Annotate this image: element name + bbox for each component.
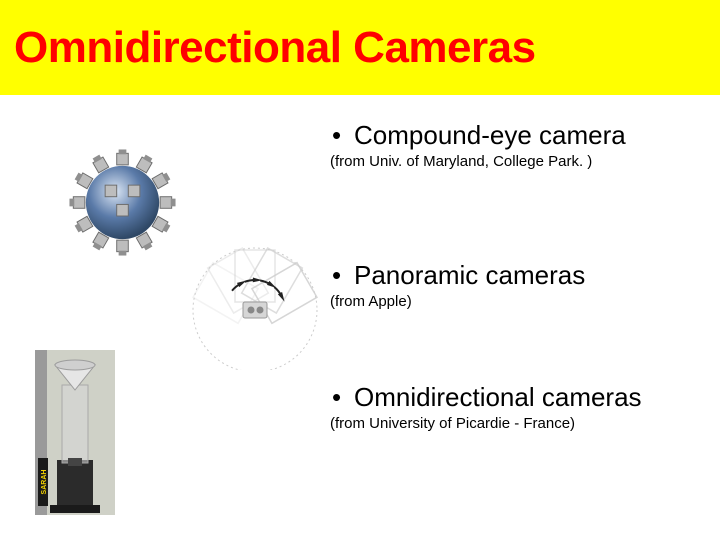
- bullet-dot-icon: •: [330, 120, 354, 151]
- bullet-label: Omnidirectional cameras: [354, 382, 642, 413]
- compound-eye-sphere-icon: [55, 135, 190, 270]
- bullet-attribution: (from University of Picardie - France): [330, 415, 642, 432]
- bullet-label: Compound-eye camera: [354, 120, 626, 151]
- bullet-panoramic: • Panoramic cameras (from Apple): [330, 260, 585, 310]
- panoramic-sweep-icon: [175, 220, 335, 370]
- bullet-attribution: (from Apple): [330, 293, 585, 310]
- bullet-label: Panoramic cameras: [354, 260, 585, 291]
- bullet-compound-eye: • Compound-eye camera (from Univ. of Mar…: [330, 120, 626, 170]
- omnidirectional-camera-photo: SARAH: [35, 350, 115, 515]
- bullet-attribution: (from Univ. of Maryland, College Park. ): [330, 153, 626, 170]
- svg-text:SARAH: SARAH: [41, 470, 48, 495]
- panoramic-illustration: [175, 220, 335, 370]
- title-bar: Omnidirectional Cameras: [0, 0, 720, 95]
- omni-camera-icon: SARAH: [35, 350, 115, 515]
- compound-eye-illustration: [55, 135, 190, 270]
- bullet-omnidirectional: • Omnidirectional cameras (from Universi…: [330, 382, 642, 432]
- bullet-dot-icon: •: [330, 382, 354, 413]
- slide-title: Omnidirectional Cameras: [14, 23, 536, 73]
